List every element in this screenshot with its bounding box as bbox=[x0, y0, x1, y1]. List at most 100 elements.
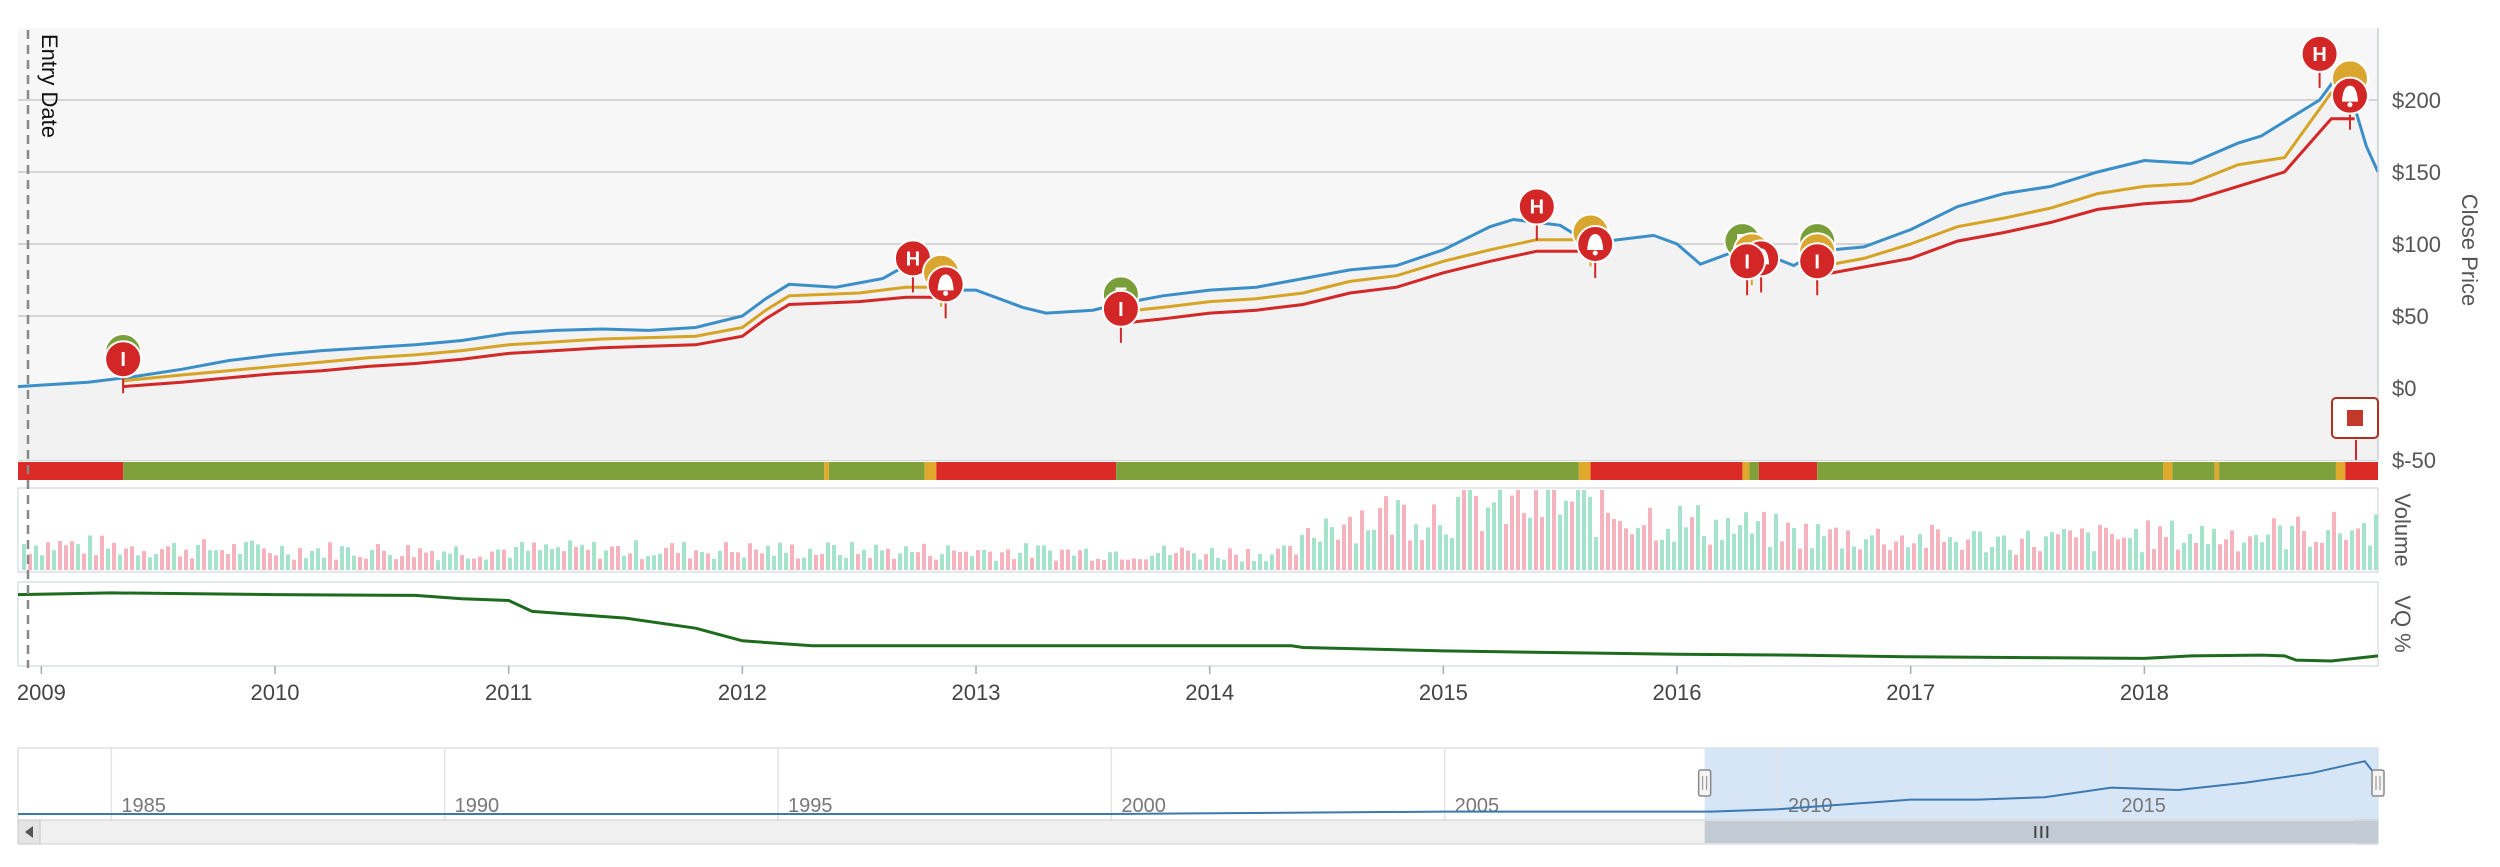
volume-bar bbox=[1810, 548, 1814, 570]
red-marker-badge bbox=[1517, 187, 1556, 226]
volume-bar bbox=[1348, 516, 1352, 570]
volume-bar bbox=[520, 542, 524, 570]
volume-bar bbox=[2242, 542, 2246, 570]
volume-bar bbox=[1696, 505, 1700, 570]
navigator-line bbox=[18, 760, 2379, 815]
stop-marker-button[interactable] bbox=[2331, 397, 2379, 460]
volume-bar bbox=[2194, 543, 2198, 570]
volume-bar bbox=[2110, 533, 2114, 570]
bell-clapper-icon bbox=[1592, 250, 1598, 256]
volume-bar bbox=[1084, 548, 1088, 570]
volume-bar bbox=[556, 547, 560, 570]
volume-bar bbox=[682, 541, 686, 570]
volume-bar bbox=[2098, 524, 2102, 570]
volume-bar bbox=[538, 550, 542, 570]
volume-bar bbox=[1444, 534, 1448, 570]
volume-bar bbox=[1474, 495, 1478, 570]
signal-marker[interactable]: H bbox=[893, 239, 932, 293]
price-tick-label: $200 bbox=[2392, 88, 2441, 113]
volume-bar bbox=[442, 551, 446, 570]
volume-bar bbox=[1624, 528, 1628, 570]
volume-bar bbox=[2200, 525, 2204, 570]
volume-bar bbox=[2080, 528, 2084, 570]
volume-bar bbox=[1480, 531, 1484, 570]
signal-marker[interactable]: I bbox=[1101, 289, 1140, 343]
signal-marker[interactable]: H bbox=[2300, 34, 2339, 88]
volume-bar bbox=[382, 550, 386, 570]
volume-bar bbox=[2032, 547, 2036, 570]
marker-letter: I bbox=[120, 349, 126, 371]
volume-bar bbox=[76, 544, 80, 570]
volume-bar bbox=[1090, 560, 1094, 570]
volume-bar bbox=[244, 541, 248, 570]
volume-bar bbox=[496, 549, 500, 570]
volume-bar bbox=[778, 542, 782, 570]
volume-bar bbox=[1870, 535, 1874, 570]
price-tick-label: $150 bbox=[2392, 160, 2441, 185]
volume-bar bbox=[1048, 550, 1052, 570]
volume-bar bbox=[298, 548, 302, 570]
signal-marker[interactable] bbox=[2330, 76, 2369, 130]
volume-bar bbox=[1162, 545, 1166, 570]
volume-bar bbox=[400, 555, 404, 570]
volume-bar bbox=[226, 554, 230, 570]
volume-bar bbox=[1642, 525, 1646, 570]
volume-bar bbox=[1456, 496, 1460, 570]
signal-marker[interactable]: I bbox=[104, 340, 143, 394]
marker-letter: I bbox=[1118, 299, 1124, 321]
navigator-handle-left[interactable] bbox=[1697, 769, 1712, 797]
volume-bar bbox=[166, 546, 170, 570]
volume-bar bbox=[1594, 536, 1598, 570]
volume-bar bbox=[784, 552, 788, 570]
volume-bar bbox=[808, 548, 812, 570]
volume-bar bbox=[1330, 527, 1334, 570]
volume-bar bbox=[160, 549, 164, 570]
volume-bar bbox=[1132, 558, 1136, 570]
navigator[interactable]: 1985 1990 1995 2000 2005 2010 2015 bbox=[18, 748, 2385, 820]
volume-bar bbox=[34, 545, 38, 570]
price-axis-title: Close Price bbox=[2457, 194, 2482, 306]
navigator-tick-label: 1985 bbox=[121, 795, 166, 817]
signal-marker[interactable] bbox=[926, 265, 965, 319]
volume-bar bbox=[2122, 537, 2126, 570]
x-tick-label: 2012 bbox=[718, 680, 767, 705]
volume-bar bbox=[280, 545, 284, 570]
trailing-stop-line bbox=[122, 285, 941, 383]
volume-bar bbox=[2134, 529, 2138, 570]
signal-markers[interactable]: EIHEIHEIEIH bbox=[104, 34, 2369, 394]
volume-bar bbox=[1828, 529, 1832, 570]
volume-bar bbox=[304, 558, 308, 570]
volume-bar bbox=[1690, 517, 1694, 570]
volume-bar bbox=[406, 545, 410, 570]
price-tick-label: $50 bbox=[2392, 304, 2429, 329]
volume-bar bbox=[1960, 549, 1964, 570]
volume-bar bbox=[262, 548, 266, 570]
signal-marker[interactable] bbox=[1576, 225, 1615, 278]
vq-line-layer bbox=[17, 591, 2379, 663]
volume-bar bbox=[1462, 490, 1466, 570]
volume-bar bbox=[628, 553, 632, 570]
volume-bar bbox=[1270, 554, 1274, 570]
volume-bar bbox=[184, 549, 188, 570]
volume-bar bbox=[1342, 524, 1346, 570]
signal-marker[interactable]: I bbox=[1798, 242, 1837, 296]
volume-bar bbox=[1972, 531, 1976, 570]
signal-marker[interactable]: H bbox=[1517, 187, 1556, 241]
volume-bar bbox=[1276, 548, 1280, 570]
signal-marker[interactable]: I bbox=[1728, 242, 1767, 296]
volume-bar bbox=[592, 542, 596, 570]
volume-bar bbox=[490, 551, 494, 570]
volume-bar bbox=[1426, 527, 1430, 570]
volume-bar bbox=[580, 544, 584, 570]
navigator-handle-right[interactable] bbox=[2371, 769, 2385, 797]
volume-axis-title: Volume bbox=[2390, 493, 2415, 566]
navigator-scrollbar-thumb[interactable] bbox=[1704, 821, 2378, 843]
volume-bar bbox=[2344, 539, 2348, 570]
volume-bar bbox=[1336, 539, 1340, 570]
volume-bar bbox=[2368, 545, 2372, 570]
volume-bar bbox=[850, 541, 854, 570]
volume-bar bbox=[2290, 525, 2294, 570]
volume-bar bbox=[1996, 536, 2000, 570]
volume-bar bbox=[1318, 541, 1322, 570]
volume-bar bbox=[1924, 547, 1928, 570]
